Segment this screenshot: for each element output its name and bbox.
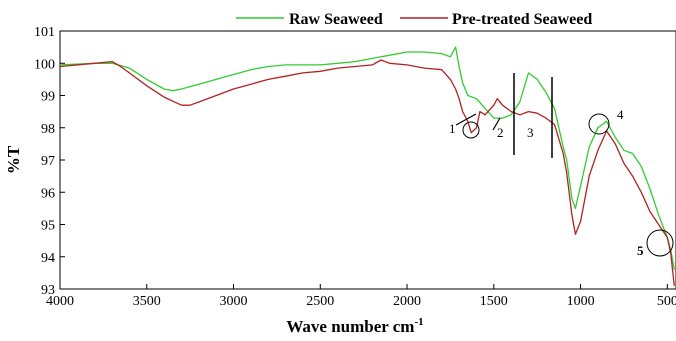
y-tick-label: 95 <box>41 219 55 234</box>
plot-frame <box>59 30 676 290</box>
annotation-5-circle <box>646 229 674 257</box>
x-axis-ticks: 4000 3500 3000 2500 2000 1500 1000 500 <box>46 284 676 309</box>
annotation-4-circle <box>588 113 610 135</box>
annotation-5: 5 <box>637 243 644 258</box>
y-tick-label: 96 <box>41 186 55 201</box>
annotation-2-arrow <box>492 117 501 131</box>
annotation-1: 1 <box>449 121 456 136</box>
y-axis-label: %T <box>4 145 23 174</box>
y-tick-label: 94 <box>41 251 55 266</box>
annotation-3: 3 <box>527 125 534 140</box>
x-tick-label: 500 <box>657 294 676 309</box>
y-tick-label: 97 <box>41 154 55 169</box>
y-tick-label: 101 <box>34 25 55 40</box>
x-tick-label: 1000 <box>567 294 595 309</box>
x-axis-label-text: Wave number cm <box>286 317 414 336</box>
annotation-2: 2 <box>497 125 504 140</box>
x-tick-label: 1500 <box>480 294 508 309</box>
legend-raw-label: Raw Seaweed <box>289 11 383 28</box>
y-tick-label: 100 <box>34 57 55 72</box>
annotations: 1 2 3 4 5 <box>449 73 674 258</box>
raw-seaweed-line <box>59 46 675 270</box>
annotation-1-arrow <box>455 113 477 126</box>
legend-pretreated-label: Pre-treated Seaweed <box>452 11 592 28</box>
annotation-1-circle <box>462 121 480 139</box>
x-tick-label: 3000 <box>220 294 248 309</box>
x-tick-label: 3500 <box>133 294 161 309</box>
y-tick-label: 98 <box>41 122 55 137</box>
series-layer <box>59 46 675 286</box>
legend: Raw Seaweed Pre-treated Seaweed <box>236 11 592 28</box>
x-tick-label: 4000 <box>46 294 74 309</box>
y-tick-label: 99 <box>41 90 55 105</box>
x-tick-label: 2500 <box>306 294 334 309</box>
x-axis-label-superscript: -1 <box>414 316 423 328</box>
y-axis-ticks: 93 94 95 96 97 98 99 100 101 <box>34 25 65 298</box>
pretreated-seaweed-line <box>59 59 675 286</box>
y-tick-label: 93 <box>41 283 55 298</box>
x-axis-label: Wave number cm-1 <box>286 316 423 336</box>
plot-area: 4000 3500 3000 2500 2000 1500 1000 500 93 94 95 96… <box>34 25 676 309</box>
annotation-4: 4 <box>617 107 624 122</box>
x-tick-label: 2000 <box>393 294 421 309</box>
